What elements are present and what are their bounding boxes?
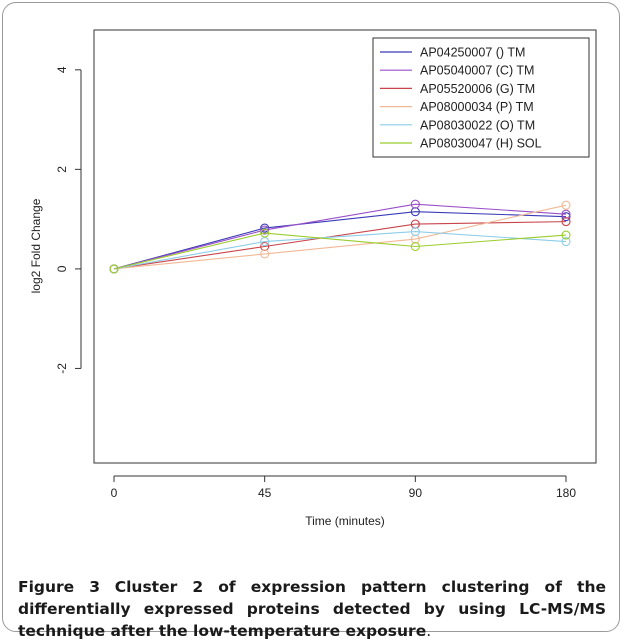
x-tick-label: 180 xyxy=(556,486,576,500)
figure-caption-text: Cluster 2 of expression pattern clusteri… xyxy=(18,578,606,640)
data-point xyxy=(561,236,571,247)
series-line xyxy=(113,231,567,270)
x-tick-label: 45 xyxy=(258,486,272,500)
series-layer xyxy=(109,199,571,274)
legend: AP04250007 () TM AP05040007 (C) TM AP05520… xyxy=(372,37,590,158)
series-line xyxy=(113,203,567,270)
series-line xyxy=(113,232,567,270)
y-tick-label: 2 xyxy=(55,166,69,173)
series xyxy=(109,227,571,274)
data-point xyxy=(561,230,571,240)
data-point xyxy=(410,227,420,237)
series xyxy=(109,217,571,274)
data-point xyxy=(260,225,270,235)
data-point xyxy=(561,212,571,222)
series-line xyxy=(113,204,567,270)
series-line xyxy=(113,221,567,270)
y-tick-label: -2 xyxy=(55,363,69,374)
legend-box xyxy=(372,37,590,158)
legend-label: AP08030047 (H) SOL xyxy=(420,137,542,151)
x-tick-label: 90 xyxy=(409,486,423,500)
x-axis: 0 45 90 180 xyxy=(111,475,576,500)
data-point xyxy=(410,241,420,252)
data-point xyxy=(260,228,270,238)
y-axis: -2 0 2 4 xyxy=(55,66,82,374)
data-point xyxy=(561,200,571,210)
figure-caption: Figure 3 Cluster 2 of expression pattern… xyxy=(18,576,606,642)
legend-label: AP05040007 (C) TM xyxy=(420,64,534,78)
y-tick-label: 4 xyxy=(55,66,69,73)
series-line xyxy=(113,211,567,270)
data-point xyxy=(410,199,420,209)
x-tick-label: 0 xyxy=(111,486,118,500)
legend-label: AP04250007 () TM xyxy=(420,46,525,60)
y-axis-label: log2 Fold Change xyxy=(29,198,43,293)
data-point xyxy=(260,249,270,259)
legend-label: AP08030022 (O) TM xyxy=(420,118,535,132)
legend-label: AP08000034 (P) TM xyxy=(420,100,534,114)
plot-area-border xyxy=(93,29,597,464)
data-point xyxy=(561,217,571,227)
legend-label: AP05520006 (G) TM xyxy=(420,82,535,96)
figure-label: Figure 3 xyxy=(18,578,101,596)
data-point xyxy=(109,264,119,274)
x-axis-label: Time (minutes) xyxy=(305,514,385,528)
figure-caption-end: . xyxy=(426,622,432,640)
y-tick-label: 0 xyxy=(55,265,69,272)
line-chart: 0 45 90 180 -2 0 2 4 Time (minutes) log2 Fold … xyxy=(29,29,597,528)
series xyxy=(109,228,571,274)
